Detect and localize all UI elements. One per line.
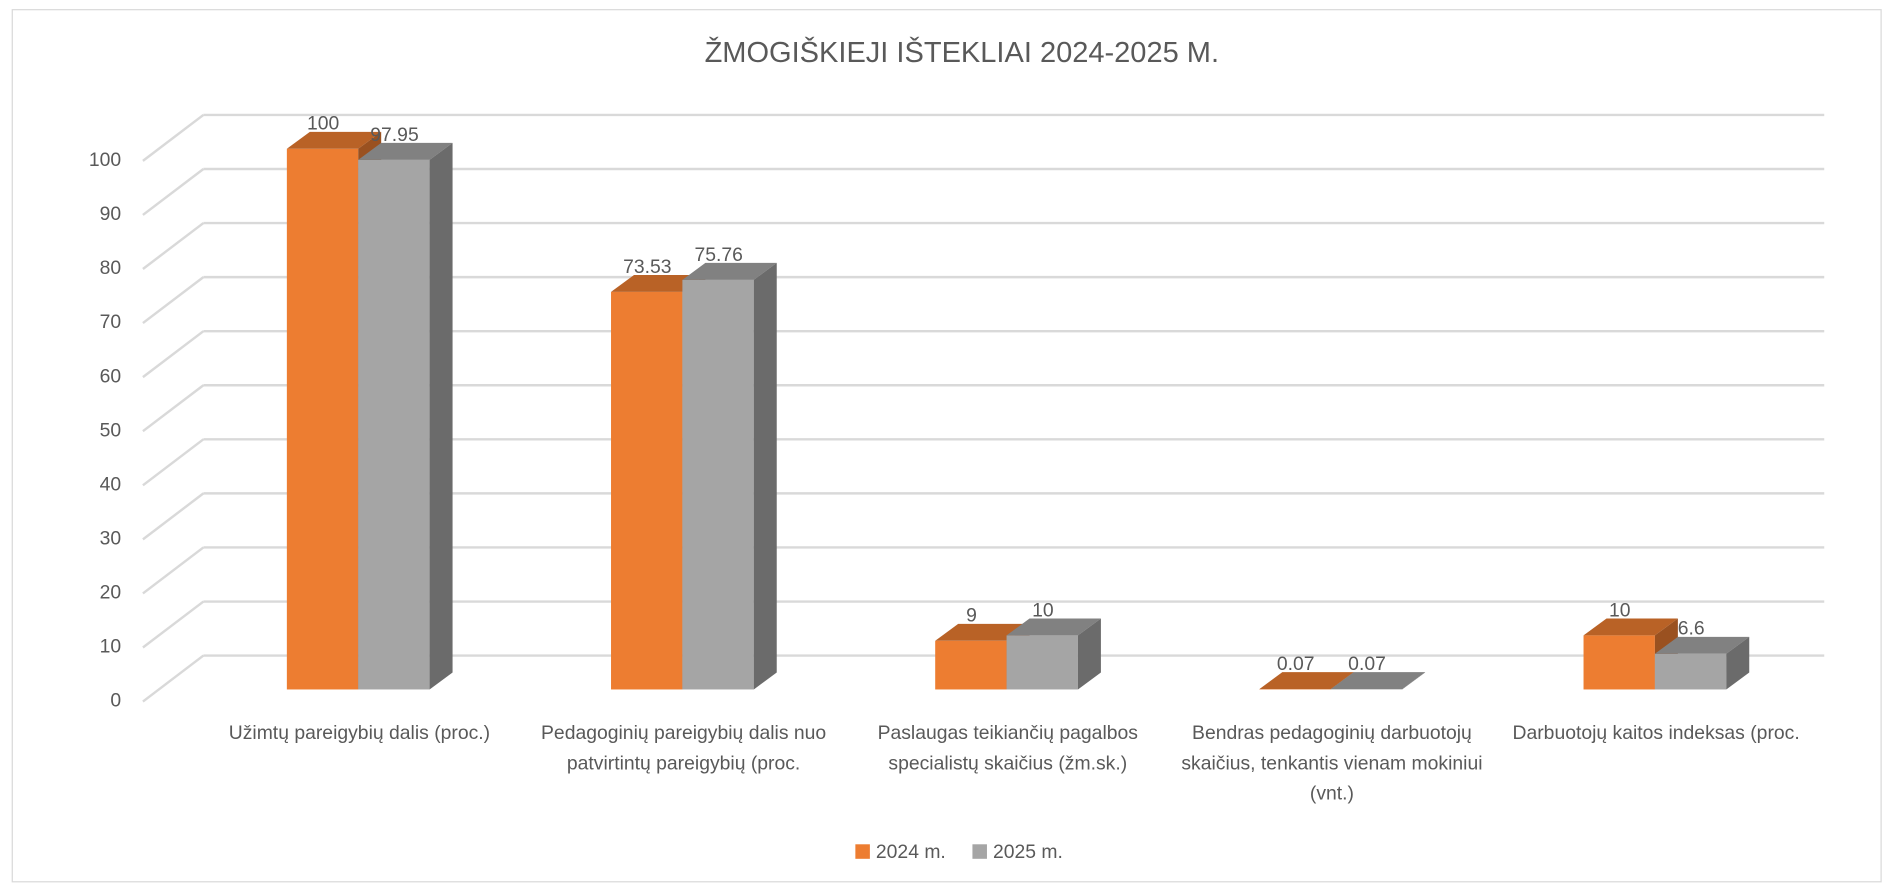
y-tick-label: 0 [110, 690, 121, 712]
data-label: 97.95 [370, 124, 418, 146]
grid-line [142, 276, 205, 325]
data-label: 73.53 [623, 256, 671, 278]
bar-top [611, 274, 706, 292]
grid-line [142, 168, 205, 216]
bar-top [358, 142, 453, 160]
bar-side [753, 262, 777, 690]
y-tick-label: 10 [100, 636, 122, 658]
y-tick-label: 50 [100, 419, 122, 441]
bar-top [1006, 618, 1101, 636]
bar-side [1726, 636, 1750, 690]
y-tick-label: 80 [100, 257, 122, 279]
y-tick-label: 30 [100, 527, 122, 549]
grid-line [142, 330, 205, 379]
bar-top [1259, 672, 1354, 690]
data-label: 10 [1609, 599, 1631, 621]
data-label: 6.6 [1678, 618, 1705, 640]
bar-front [682, 279, 754, 690]
bar-front [1654, 653, 1727, 690]
grid-line [142, 546, 205, 595]
x-tick-label-box: Pedagoginių pareigybių dalis nuo patvirt… [541, 723, 827, 775]
grid-line [142, 438, 205, 487]
legend-swatch [972, 844, 987, 859]
y-tick-label: 100 [89, 149, 121, 171]
grid-line [142, 113, 205, 162]
bar-top [935, 623, 1030, 641]
data-label: 100 [307, 113, 339, 135]
data-label: 75.76 [694, 244, 742, 266]
grid-line [142, 492, 205, 541]
grid-line [142, 222, 205, 270]
data-label: 9 [966, 605, 977, 627]
bar-front [1583, 635, 1655, 690]
bar-front [286, 148, 359, 690]
bar-top [286, 131, 382, 149]
bar-front [611, 291, 683, 690]
y-tick-label: 60 [100, 365, 122, 387]
data-label: 0.07 [1348, 653, 1386, 675]
grid-line [142, 600, 205, 649]
x-tick-label: Bendras pedagoginių darbuotojų skaičius,… [1181, 723, 1483, 805]
x-tick-label-box: Bendras pedagoginių darbuotojų skaičius,… [1181, 723, 1483, 805]
legend-swatch [855, 844, 870, 859]
x-tick-label: Paslaugas teikiančių pagalbos specialist… [877, 723, 1138, 775]
bar-side [1402, 672, 1426, 690]
grid-line [142, 654, 205, 703]
y-tick-label: 40 [100, 473, 122, 495]
bar-side [429, 142, 453, 690]
legend-label: 2025 m. [993, 841, 1063, 863]
legend-label: 2024 m. [876, 841, 946, 863]
bar-top [1654, 636, 1750, 654]
y-tick-label: 70 [100, 311, 122, 333]
bar-top [1330, 672, 1426, 690]
bar-side [1077, 618, 1101, 690]
bar-front [1006, 635, 1078, 690]
y-tick-label: 90 [100, 203, 122, 225]
y-tick-label: 20 [100, 582, 122, 604]
x-tick-label-box: Darbuotojų kaitos indeksas (proc. [1512, 723, 1800, 744]
x-tick-label: Darbuotojų kaitos indeksas (proc. [1512, 723, 1800, 744]
x-tick-label-box: Užimtų pareigybių dalis (proc.) [228, 723, 491, 744]
x-tick-label-box: Paslaugas teikiančių pagalbos specialist… [877, 723, 1138, 775]
bar-front [935, 640, 1007, 690]
bar-top [682, 262, 777, 280]
bar-top [1583, 618, 1678, 636]
x-tick-label: Užimtų pareigybių dalis (proc.) [228, 723, 491, 744]
grid-line [142, 384, 205, 433]
bar-front [358, 159, 430, 690]
data-label: 10 [1032, 599, 1054, 621]
chart-title: ŽMOGIŠKIEJI IŠTEKLIAI 2024-2025 M. [705, 35, 1219, 69]
data-label: 0.07 [1277, 653, 1315, 675]
x-tick-label: Pedagoginių pareigybių dalis nuo patvirt… [541, 723, 827, 775]
